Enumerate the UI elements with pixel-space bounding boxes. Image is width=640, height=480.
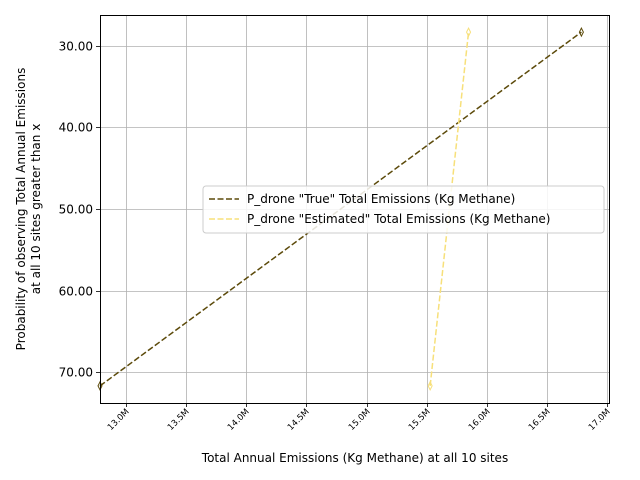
y-tick-label: 30.00 [59, 40, 93, 54]
legend-box [202, 185, 605, 234]
series-point-1 [427, 380, 433, 392]
y-axis-label-line-2: at all 10 sites greater than x [29, 124, 43, 295]
y-tick-label: 60.00 [59, 285, 93, 299]
x-tick-label: 15.5M [407, 407, 433, 433]
y-tick-label: 40.00 [59, 121, 93, 135]
x-axis: 13.0M 13.5M 14.0M 14.5M 15.0M 15.5M 16.0M 16.5M… [106, 403, 613, 433]
x-tick-label: 16.5M [527, 407, 553, 433]
series-point-1 [465, 26, 472, 38]
x-tick-label: 17.0M [587, 407, 613, 433]
legend: P_drone "True" Total Emissions (Kg Metha… [202, 185, 605, 234]
legend-label-0: P_drone "True" Total Emissions (Kg Metha… [247, 192, 515, 206]
y-axis-label-line-1: Probability of observing Total Annual Em… [14, 68, 28, 351]
x-tick-label: 13.0M [106, 407, 132, 433]
x-tick-label: 13.5M [166, 407, 192, 433]
x-tick-label: 14.5M [286, 407, 312, 433]
y-axis-label: Probability of observing Total Annual Em… [14, 68, 43, 351]
y-tick-label: 70.00 [59, 366, 93, 380]
plot-frame [100, 15, 610, 404]
x-tick-label: 16.0M [467, 407, 493, 433]
legend-label-1: P_drone "Estimated" Total Emissions (Kg … [247, 212, 551, 226]
x-tick-label: 15.0M [347, 407, 373, 433]
y-axis: 30.00 40.00 50.00 60.00 70.00 [59, 40, 100, 380]
x-axis-label: Total Annual Emissions (Kg Methane) at a… [201, 451, 508, 465]
series-point-0 [578, 26, 584, 38]
y-tick-label: 50.00 [59, 203, 93, 217]
x-tick-label: 14.0M [226, 407, 252, 433]
